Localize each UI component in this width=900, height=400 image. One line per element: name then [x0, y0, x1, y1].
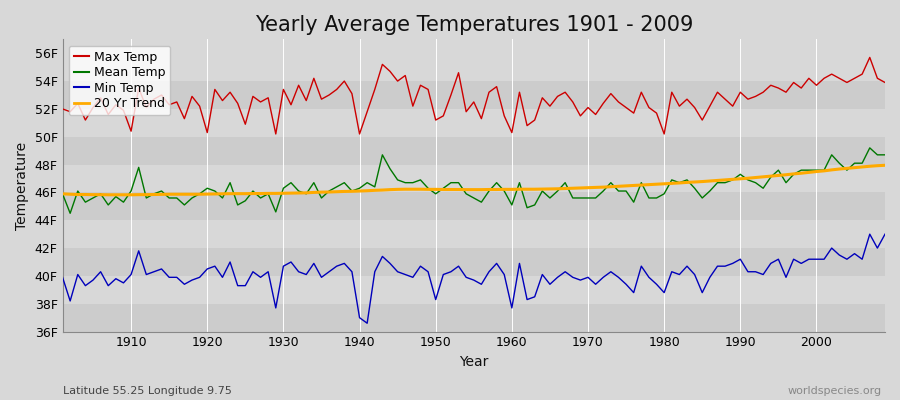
Bar: [62, 304, 885, 332]
Bar: [62, 248, 885, 276]
Bar: [62, 164, 885, 192]
Text: Latitude 55.25 Longitude 9.75: Latitude 55.25 Longitude 9.75: [63, 386, 232, 396]
Text: worldspecies.org: worldspecies.org: [788, 386, 882, 396]
Title: Yearly Average Temperatures 1901 - 2009: Yearly Average Temperatures 1901 - 2009: [255, 15, 693, 35]
Bar: [62, 192, 885, 220]
Bar: [62, 53, 885, 81]
Bar: [62, 220, 885, 248]
Bar: [62, 137, 885, 164]
Y-axis label: Temperature: Temperature: [15, 141, 29, 230]
Bar: [62, 109, 885, 137]
Legend: Max Temp, Mean Temp, Min Temp, 20 Yr Trend: Max Temp, Mean Temp, Min Temp, 20 Yr Tre…: [68, 46, 170, 115]
X-axis label: Year: Year: [459, 355, 489, 369]
Bar: [62, 81, 885, 109]
Bar: [62, 276, 885, 304]
